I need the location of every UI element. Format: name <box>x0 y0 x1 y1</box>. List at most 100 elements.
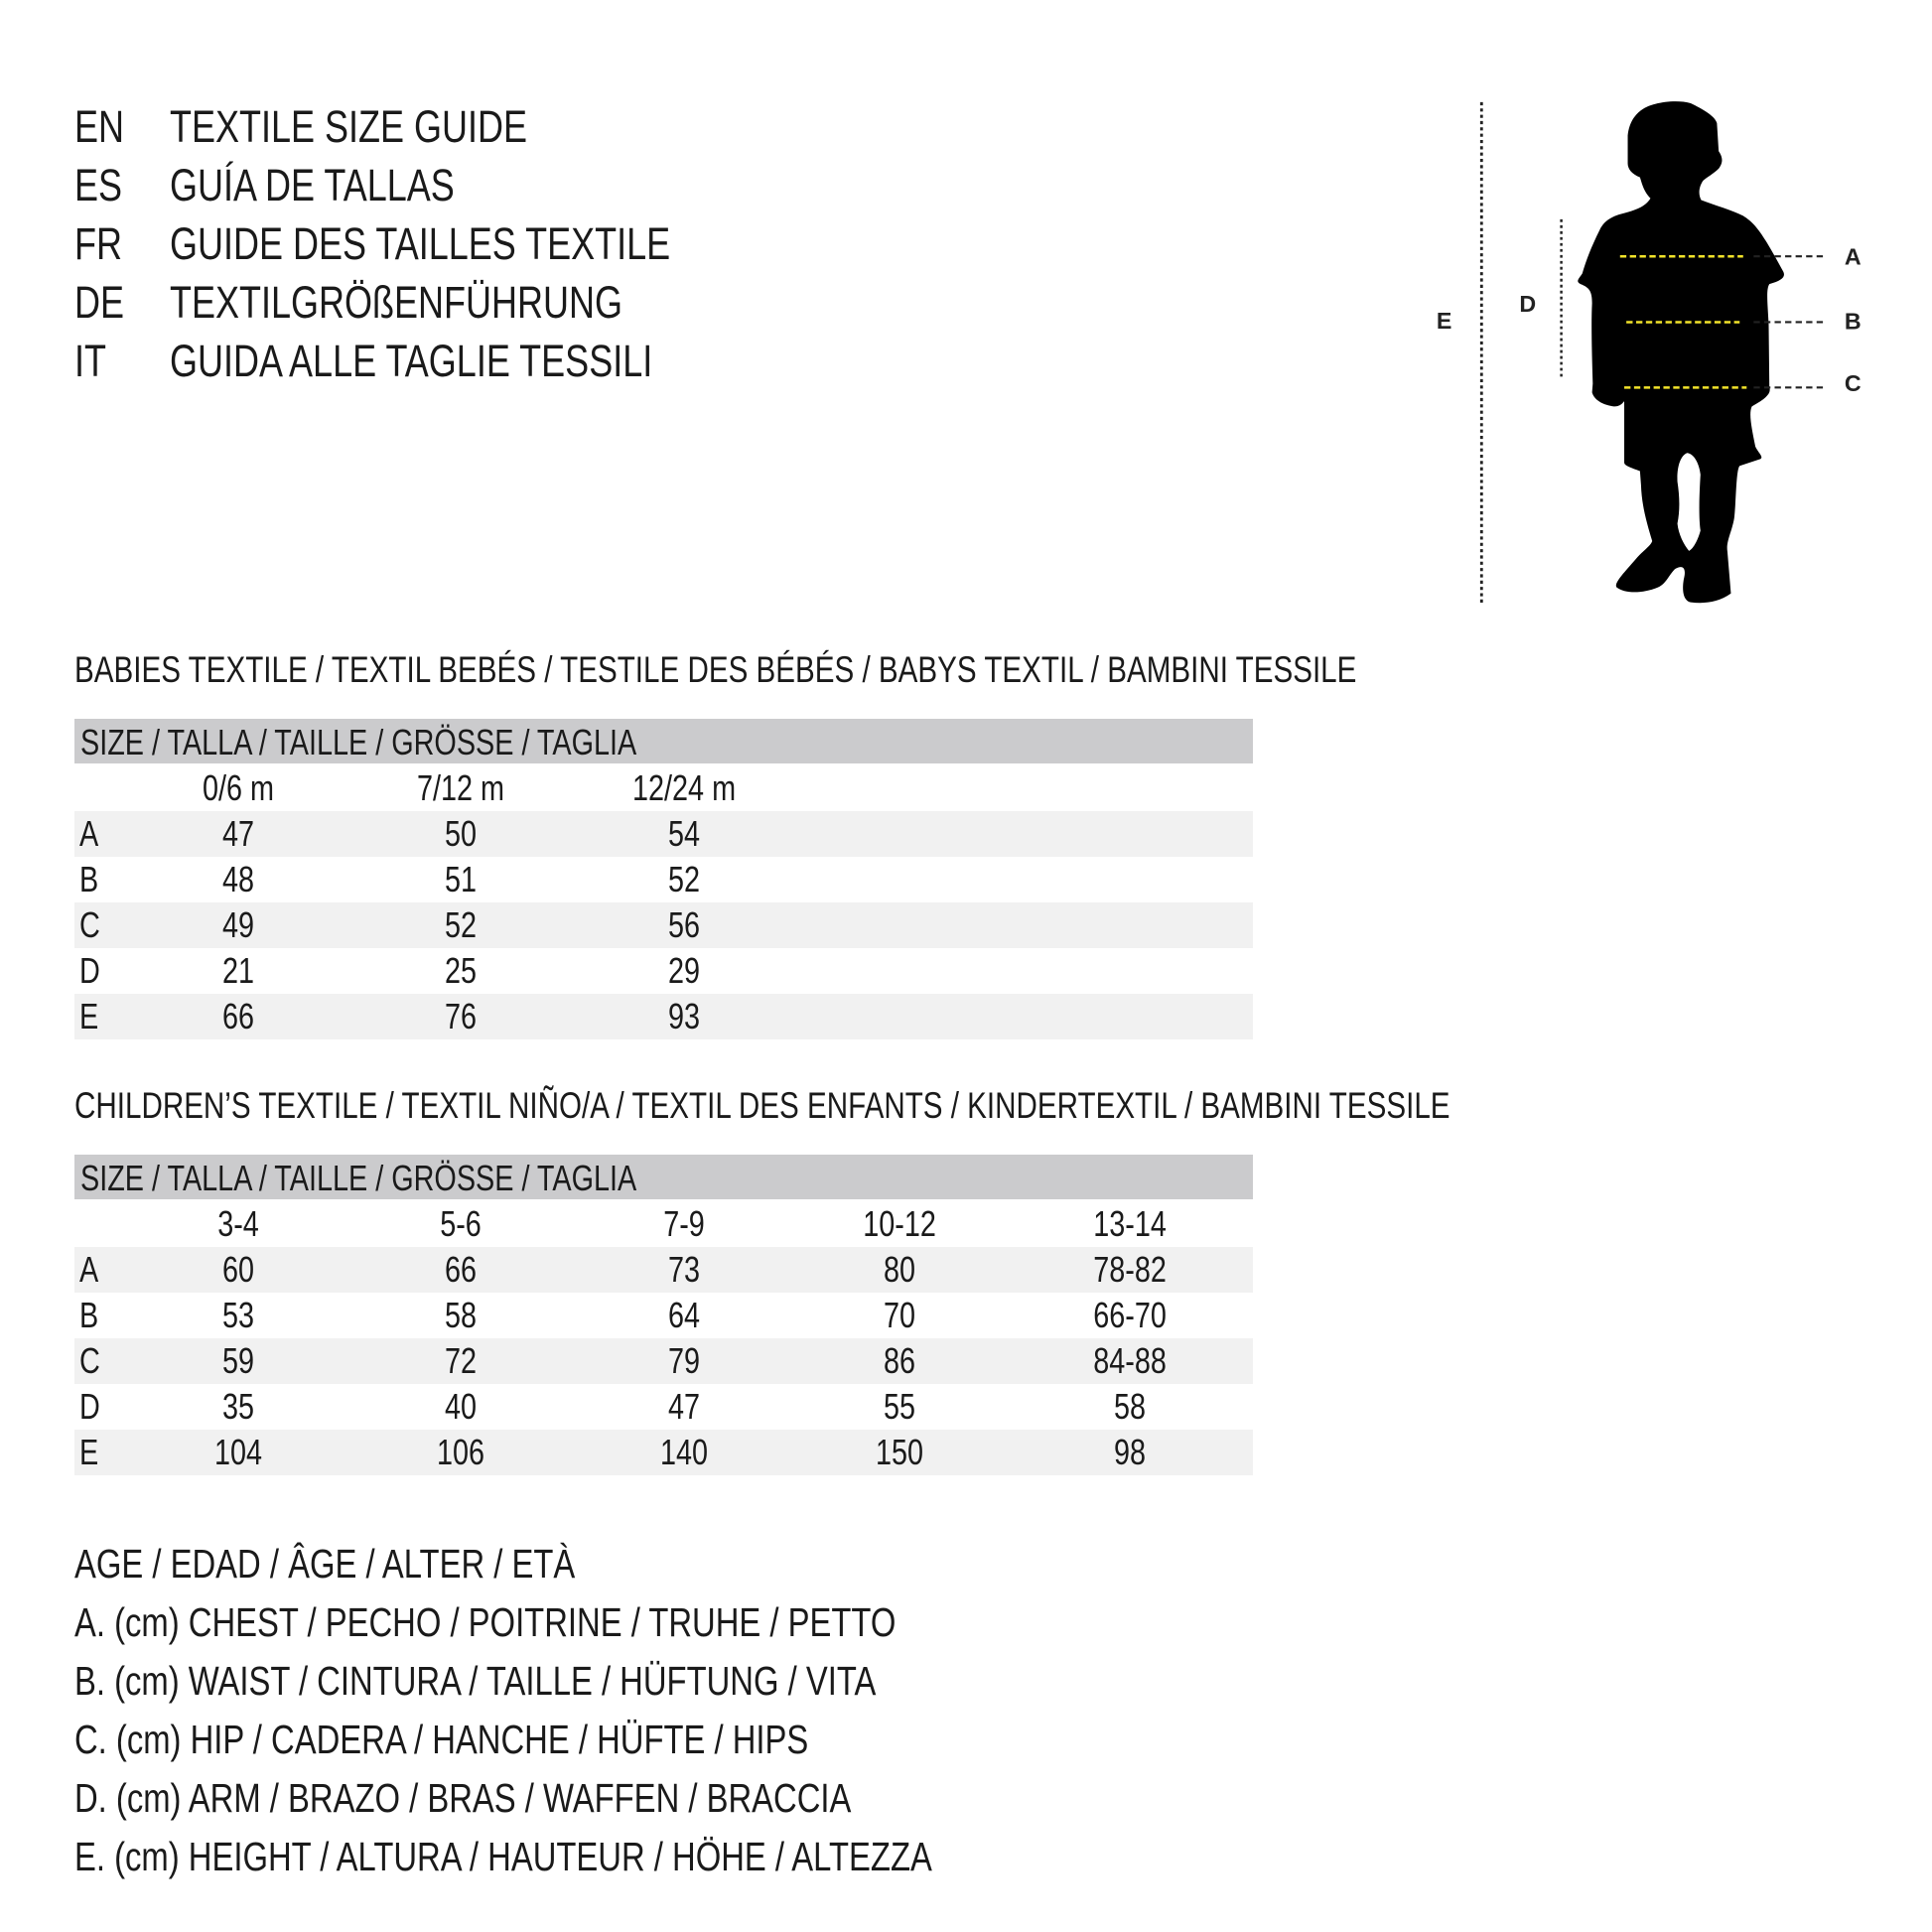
column-header-row: 3-4 5-6 7-9 10-12 13-14 <box>74 1201 1253 1247</box>
row-label: B <box>79 861 103 898</box>
column-header: 13-14 <box>1031 1205 1229 1243</box>
table-cell-value: 40 <box>444 1386 478 1427</box>
table-cell: 40 <box>361 1388 560 1426</box>
title-text: GUIDE DES TAILLES TEXTILE <box>170 219 795 269</box>
legend-line: B. (cm) WAIST / CINTURA / TAILLE / HÜFTU… <box>74 1657 1076 1705</box>
language-code: DE <box>74 278 137 328</box>
title-text: TEXTILGRÖßENFÜHRUNG <box>170 278 736 328</box>
table-cell: 50 <box>361 815 560 853</box>
table-cell-value: 60 <box>221 1249 255 1290</box>
table-cell-value: 64 <box>667 1295 701 1335</box>
label-a: A <box>1845 244 1862 270</box>
table-cell-value: 54 <box>667 813 701 854</box>
table-cell: 47 <box>139 815 338 853</box>
table-cell-value: 56 <box>667 904 701 945</box>
table-cell: 66 <box>139 998 338 1035</box>
row-label-text: B <box>79 859 99 899</box>
table-cell: 86 <box>800 1342 999 1380</box>
column-header-text: 0/6 m <box>202 767 275 808</box>
child-silhouette <box>1578 101 1784 604</box>
table-row: A 60 66 73 80 78-82 <box>74 1247 1253 1293</box>
babies-heading-text: BABIES TEXTILE / TEXTIL BEBÉS / TESTILE … <box>74 649 1357 690</box>
table-cell: 52 <box>585 861 783 898</box>
table-cell: 73 <box>585 1251 783 1289</box>
table-cell-value: 93 <box>667 996 701 1036</box>
table-cell: 66-70 <box>1031 1297 1229 1334</box>
table-cell: 80 <box>800 1251 999 1289</box>
table-cell: 72 <box>361 1342 560 1380</box>
table-cell-value: 51 <box>444 859 478 899</box>
column-header-text: 12/24 m <box>631 767 737 808</box>
legend-text: D. (cm) ARM / BRAZO / BRAS / WAFFEN / BR… <box>74 1775 852 1821</box>
label-b: B <box>1845 309 1862 335</box>
table-cell-value: 66-70 <box>1093 1295 1167 1335</box>
row-label: A <box>79 1251 103 1289</box>
column-header: 0/6 m <box>139 769 338 807</box>
column-header: 5-6 <box>361 1205 560 1243</box>
child-measurement-figure: A B C D E <box>1437 101 1862 605</box>
table-cell: 49 <box>139 906 338 944</box>
table-cell: 48 <box>139 861 338 898</box>
table-cell-value: 48 <box>221 859 255 899</box>
table-cell: 106 <box>361 1434 560 1471</box>
row-label-text: C <box>79 1340 100 1381</box>
row-label-text: C <box>79 904 100 945</box>
table-cell-value: 21 <box>221 950 255 991</box>
table-cell: 59 <box>139 1342 338 1380</box>
language-code: FR <box>74 219 134 269</box>
row-label-text: E <box>79 1432 99 1472</box>
legend-line: E. (cm) HEIGHT / ALTURA / HAUTEUR / HÖHE… <box>74 1833 1147 1880</box>
column-header-text: 7/12 m <box>416 767 505 808</box>
row-label: D <box>79 1388 105 1426</box>
table-cell: 21 <box>139 952 338 990</box>
table-cell-value: 72 <box>444 1340 478 1381</box>
row-label: C <box>79 1342 105 1380</box>
legend-line: D. (cm) ARM / BRAZO / BRAS / WAFFEN / BR… <box>74 1774 1045 1822</box>
table-header-bar: SIZE / TALLA / TAILLE / GRÖSSE / TAGLIA <box>74 719 1253 763</box>
table-cell-value: 47 <box>667 1386 701 1427</box>
table-cell-value: 55 <box>883 1386 916 1427</box>
size-header-text: SIZE / TALLA / TAILLE / GRÖSSE / TAGLIA <box>80 1158 637 1198</box>
table-cell: 35 <box>139 1388 338 1426</box>
table-cell-value: 66 <box>221 996 255 1036</box>
table-row: E 104 106 140 150 98 <box>74 1430 1253 1475</box>
size-header-text: SIZE / TALLA / TAILLE / GRÖSSE / TAGLIA <box>80 722 637 762</box>
table-cell-value: 140 <box>659 1432 709 1472</box>
language-code: IT <box>74 337 114 386</box>
row-label-text: D <box>79 1386 100 1427</box>
table-cell-value: 49 <box>221 904 255 945</box>
row-label-text: A <box>79 1249 99 1290</box>
table-cell: 54 <box>585 815 783 853</box>
legend-text: C. (cm) HIP / CADERA / HANCHE / HÜFTE / … <box>74 1717 809 1762</box>
table-cell: 104 <box>139 1434 338 1471</box>
table-cell-value: 150 <box>875 1432 924 1472</box>
language-code-text: DE <box>74 277 125 328</box>
title-text: GUÍA DE TALLAS <box>170 161 525 210</box>
table-cell: 98 <box>1031 1434 1229 1471</box>
legend-text: B. (cm) WAIST / CINTURA / TAILLE / HÜFTU… <box>74 1658 877 1704</box>
table-cell-value: 29 <box>667 950 701 991</box>
title-text-value: GUIDA ALLE TAGLIE TESSILI <box>170 336 653 386</box>
title-text: GUIDA ALLE TAGLIE TESSILI <box>170 337 773 386</box>
table-cell: 140 <box>585 1434 783 1471</box>
row-label: B <box>79 1297 103 1334</box>
title-text: TEXTILE SIZE GUIDE <box>170 102 617 152</box>
table-cell-value: 50 <box>444 813 478 854</box>
row-label: E <box>79 1434 103 1471</box>
label-d: D <box>1519 291 1536 317</box>
row-label: D <box>79 952 105 990</box>
column-header: 7/12 m <box>361 769 560 807</box>
table-cell: 64 <box>585 1297 783 1334</box>
table-cell: 76 <box>361 998 560 1035</box>
children-heading-text: CHILDREN’S TEXTILE / TEXTIL NIÑO/A / TEX… <box>74 1085 1450 1126</box>
table-cell: 84-88 <box>1031 1342 1229 1380</box>
table-cell: 78-82 <box>1031 1251 1229 1289</box>
table-cell: 55 <box>800 1388 999 1426</box>
table-cell-value: 52 <box>667 859 701 899</box>
table-cell-value: 35 <box>221 1386 255 1427</box>
legend-text: E. (cm) HEIGHT / ALTURA / HAUTEUR / HÖHE… <box>74 1834 932 1879</box>
table-cell: 70 <box>800 1297 999 1334</box>
column-header-text: 3-4 <box>217 1203 259 1244</box>
table-row: C 49 52 56 <box>74 902 1253 948</box>
table-cell: 79 <box>585 1342 783 1380</box>
